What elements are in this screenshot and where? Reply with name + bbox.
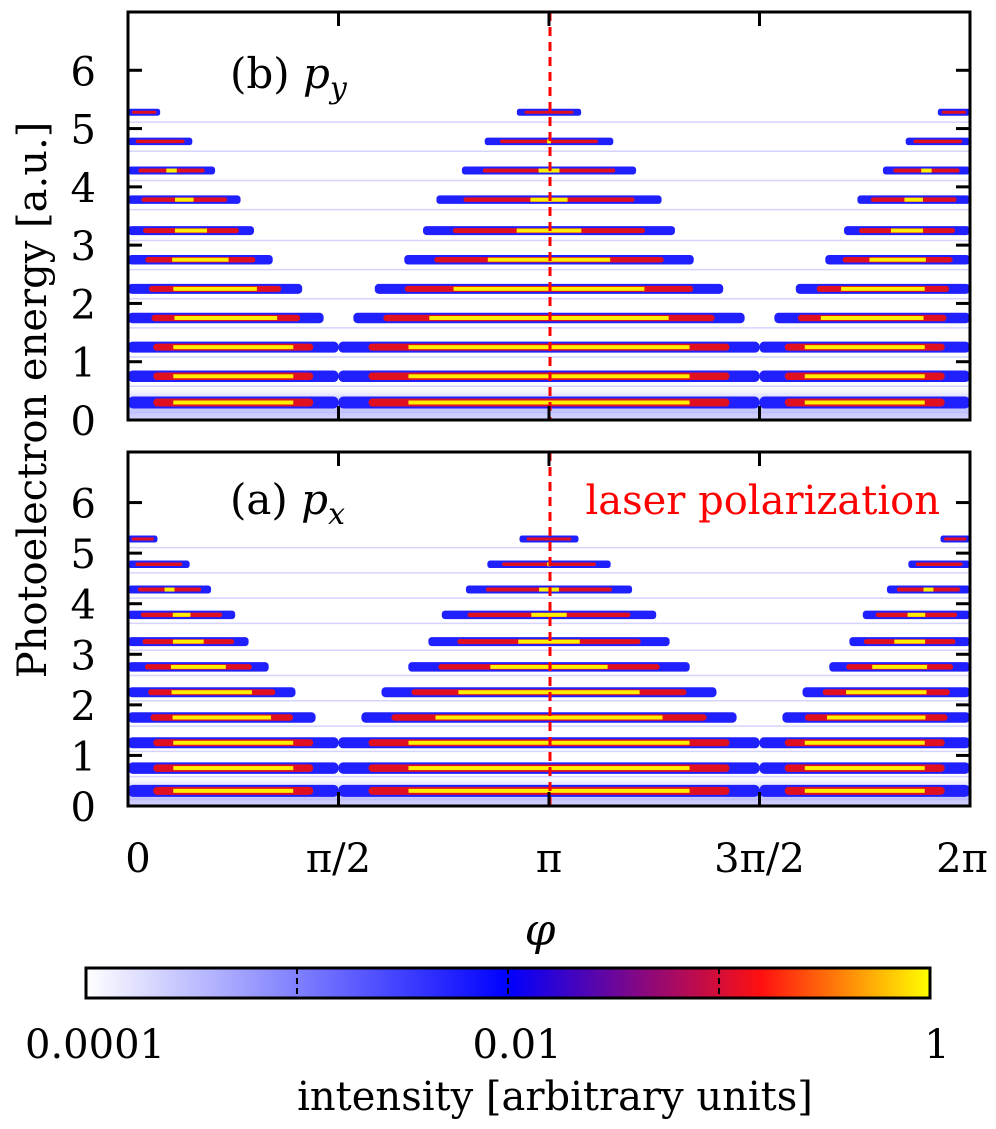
panel-b-band-mid [524, 110, 574, 114]
panel-a-band-core [164, 587, 175, 592]
x-axis-label: φ [525, 905, 556, 956]
panel-a-band-core [172, 639, 204, 644]
panel-b-band-core [172, 257, 229, 262]
panel-b-ytick-label: 0 [71, 399, 96, 445]
panel-b-band-core [174, 197, 194, 202]
panel-b-band-core [174, 228, 208, 233]
panel-a-band-core [804, 788, 925, 793]
panel-b-label-symbol: p [303, 49, 330, 98]
x-tick-label: 2π [936, 836, 988, 882]
panel-a-ytick-label: 0 [71, 785, 96, 831]
panel-b-band-core [921, 168, 932, 173]
panel-a-label-symbol: p [301, 475, 328, 524]
panel-a-band-core [170, 664, 226, 669]
panel-a-band-mid [131, 537, 154, 541]
panel-a-band-core [894, 639, 926, 644]
laser-polarization-annotation: laser polarization [585, 478, 940, 524]
panel-a-label-text: (a) [230, 475, 301, 524]
panel-a-ticks: 0 12 34 56 [71, 452, 970, 831]
panel-a-label-subscript: x [328, 497, 345, 532]
panel-a-label: (a) px [230, 475, 345, 532]
panel-b-ytick-label: 1 [71, 341, 96, 387]
colorbar-tick-label-mid: 0.01 [472, 1022, 561, 1068]
panel-a-ytick-label: 2 [71, 684, 96, 730]
x-tick-label: 0 [125, 836, 150, 882]
panel-a-band-core [171, 690, 252, 695]
panel-a-band-core [872, 664, 928, 669]
panel-b-band-core [820, 316, 924, 320]
panel-a-band-core [173, 740, 294, 745]
panel-b-label: (b) py [230, 49, 348, 106]
panel-b-band-core [166, 168, 177, 173]
panel-a-ytick-label: 4 [71, 583, 96, 629]
panel-b-ticks: 0 1 2 3 4 5 6 [71, 12, 970, 445]
panel-b-band-mid [913, 139, 963, 144]
x-tick-label: π/2 [306, 836, 371, 882]
panel-a-band-core [518, 639, 580, 644]
panel-a-band-core [172, 612, 191, 617]
y-axis-label: Photoelectron energy [a.u.] [10, 122, 56, 679]
panel-b-band-mid [135, 139, 185, 144]
panel-a-band-mid [135, 562, 183, 567]
panel-b-ytick-label: 4 [71, 166, 96, 212]
panel-b-label-subscript: y [328, 71, 348, 106]
panel-b-band-core [174, 316, 278, 320]
panel-a-band-core [435, 715, 663, 720]
panel-a-band-core [923, 587, 934, 592]
panel-a-band-core [846, 690, 927, 695]
x-tick-label: 3π/2 [714, 836, 805, 882]
panel-b-band-core [890, 228, 924, 233]
panel-b-ytick-label: 5 [71, 108, 96, 154]
panel-b-band-core [804, 374, 925, 379]
panel-b-band-core [547, 139, 551, 144]
panel-a-band-mid [915, 562, 963, 567]
panel-a-band-core [173, 788, 294, 793]
panel-b-band-core [173, 400, 294, 405]
panel-a-band-core [531, 612, 567, 617]
panel-a-band-mid [526, 537, 572, 541]
panel-b-band-core [841, 286, 925, 291]
panel-a-band-core [907, 612, 926, 617]
colorbar-tick-label-max: 1 [924, 1022, 949, 1068]
panel-a-band-core [826, 715, 926, 720]
panel-b-ytick-label: 6 [71, 49, 96, 95]
panel-b-band-core [869, 257, 926, 262]
panel-b-band-core [173, 345, 294, 350]
panel-b-ytick-label: 3 [71, 224, 96, 270]
colorbar-label: intensity [arbitrary units] [297, 1074, 813, 1120]
panel-a-ytick-label: 1 [71, 734, 96, 780]
panel-b-label-text: (b) [230, 49, 303, 98]
panel-a-ytick-label: 5 [71, 532, 96, 578]
panel-a-band-core [172, 715, 272, 720]
panel-b-band-core [173, 286, 257, 291]
colorbar-tick-label-min: 0.0001 [25, 1022, 165, 1068]
panel-b-ytick-label: 2 [71, 282, 96, 328]
panel-a: 0 12 34 56 (a) px laser polarization [71, 450, 972, 831]
panel-a-band-mid [944, 537, 967, 541]
panel-a-ytick-label: 3 [71, 633, 96, 679]
panel-a-band-core [804, 766, 925, 771]
panel-b-band-core [173, 374, 294, 379]
panel-b-band-core [804, 345, 925, 350]
panel-b-band-core [804, 400, 925, 405]
panel-a-ytick-label: 6 [71, 482, 96, 528]
panel-b: 0 1 2 3 4 5 6 (b) py [71, 10, 972, 445]
panel-b-band-mid [131, 110, 157, 114]
colorbar: 0.0001 0.01 1 intensity [arbitrary units… [25, 966, 950, 1120]
x-tick-labels: 0 π/2 π 3π/2 2π [125, 836, 988, 882]
panel-b-band-core [904, 197, 924, 202]
panel-b-band-mid [941, 110, 967, 114]
panel-a-band-core [804, 740, 925, 745]
panel-a-band-core [173, 766, 294, 771]
x-tick-label: π [536, 836, 562, 882]
